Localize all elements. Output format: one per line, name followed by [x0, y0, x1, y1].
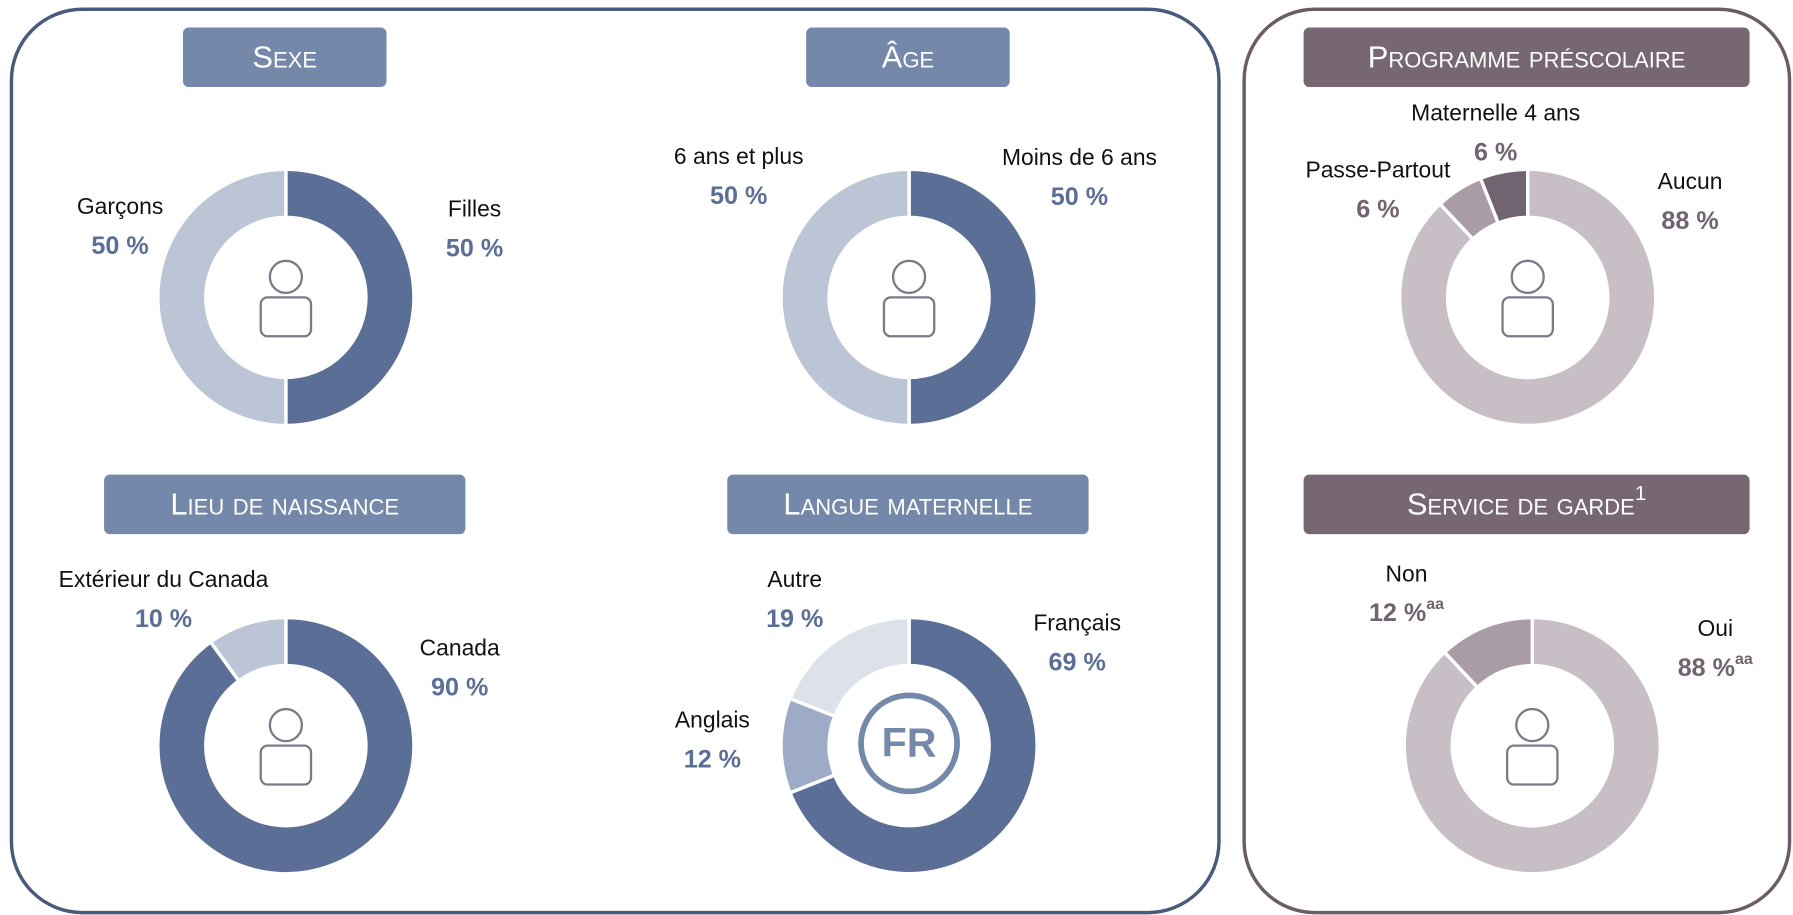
title-text: Langue maternelle: [783, 487, 1032, 522]
slice-label: 6 ans et plus: [674, 143, 804, 169]
value-text: 88 %: [1661, 207, 1718, 235]
value-label: 50 %: [446, 234, 503, 262]
donut-slice: [787, 615, 1039, 876]
donut-slice: [156, 167, 288, 428]
donut-slice: [284, 167, 416, 428]
donut-slice: [1402, 615, 1663, 876]
donut-slice: [1478, 167, 1530, 226]
chart-title: Sexe: [252, 40, 317, 75]
panel: [9, 7, 1221, 915]
value-text: 10 %: [135, 605, 192, 633]
icon: [259, 744, 313, 786]
title-box: [1303, 27, 1750, 88]
chart-title: Service de garde1: [1407, 483, 1647, 522]
value-text: 50 %: [446, 234, 503, 262]
value-label: 88 %aa: [1678, 651, 1753, 682]
value-label: 50 %: [710, 181, 767, 209]
slice-label: Moins de 6 ans: [1002, 144, 1157, 170]
slice-label: Canada: [420, 635, 500, 661]
slice-label: Maternelle 4 ans: [1411, 99, 1580, 125]
title-box: [182, 27, 387, 88]
value-label: 12 %: [684, 745, 741, 773]
chart-title: Âge: [882, 40, 934, 75]
value-text: 50 %: [1051, 183, 1108, 211]
value-text: 12 %: [684, 745, 741, 773]
slice-label: Aucun: [1658, 168, 1723, 194]
value-label: 12 %aa: [1369, 596, 1444, 627]
slice-label: Français: [1033, 609, 1121, 635]
icon: [1505, 744, 1559, 786]
slice-label: Non: [1386, 560, 1428, 586]
icon: [1501, 296, 1555, 338]
title-text: Sexe: [252, 40, 317, 75]
slice-label: Oui: [1697, 615, 1733, 641]
donut-slice: [208, 615, 288, 684]
value-text: 50 %: [91, 232, 148, 260]
icon: [1515, 707, 1550, 743]
value-text: 6 %: [1356, 195, 1399, 223]
value-text: 6 %: [1474, 138, 1517, 166]
slice-label: Garçons: [77, 193, 163, 219]
panel: [1242, 7, 1792, 915]
icon: [858, 692, 960, 795]
value-label: 6 %: [1474, 138, 1517, 166]
icon: [891, 259, 927, 294]
icon: [268, 707, 304, 743]
donut-slice: [907, 167, 1039, 428]
value-text: 12 %: [1369, 599, 1426, 627]
value-label: 10 %: [135, 605, 192, 633]
icon-text: FR: [882, 720, 937, 766]
value-label: 69 %: [1049, 648, 1106, 676]
icon: [1510, 259, 1545, 294]
slice-label: Autre: [767, 566, 822, 592]
value-text: 88 %: [1678, 654, 1735, 682]
chart-title: Programme préscolaire: [1368, 40, 1686, 75]
value-text: 90 %: [431, 673, 488, 701]
icon: [259, 296, 313, 338]
value-label: 50 %: [91, 232, 148, 260]
value-label: 6 %: [1356, 195, 1399, 223]
title-box: [727, 474, 1089, 535]
value-label: 50 %: [1051, 183, 1108, 211]
title-text: Programme préscolaire: [1368, 40, 1686, 75]
value-text: 50 %: [710, 181, 767, 209]
donut-slice: [1442, 615, 1534, 690]
value-text: 69 %: [1049, 648, 1106, 676]
icon: [268, 259, 304, 294]
title-note: 1: [1635, 483, 1646, 506]
slice-label: Anglais: [675, 707, 750, 733]
icon-bg: [831, 667, 987, 824]
value-note: aa: [1426, 596, 1444, 613]
slice-label: Passe-Partout: [1305, 157, 1450, 183]
chart-title: Lieu de naissance: [170, 487, 399, 522]
slice-label: Extérieur du Canada: [59, 566, 269, 592]
icon: [882, 296, 936, 338]
donut-slice: [787, 615, 911, 719]
title-box: [104, 474, 466, 535]
value-text: 19 %: [766, 605, 823, 633]
title-text: Âge: [882, 40, 934, 75]
title-box: [1303, 474, 1750, 535]
donut-slice: [779, 167, 911, 428]
value-label: 88 %: [1661, 207, 1718, 235]
value-label: 90 %: [431, 673, 488, 701]
slice-label: Filles: [448, 196, 501, 222]
title-box: [806, 27, 1010, 88]
chart-title: Langue maternelle: [783, 487, 1032, 522]
title-text: Lieu de naissance: [170, 487, 399, 522]
donut-slice: [1397, 167, 1658, 428]
title-text: Service de garde: [1407, 487, 1635, 522]
value-note: aa: [1735, 651, 1753, 668]
value-label: 19 %: [766, 605, 823, 633]
donut-slice: [156, 615, 416, 876]
